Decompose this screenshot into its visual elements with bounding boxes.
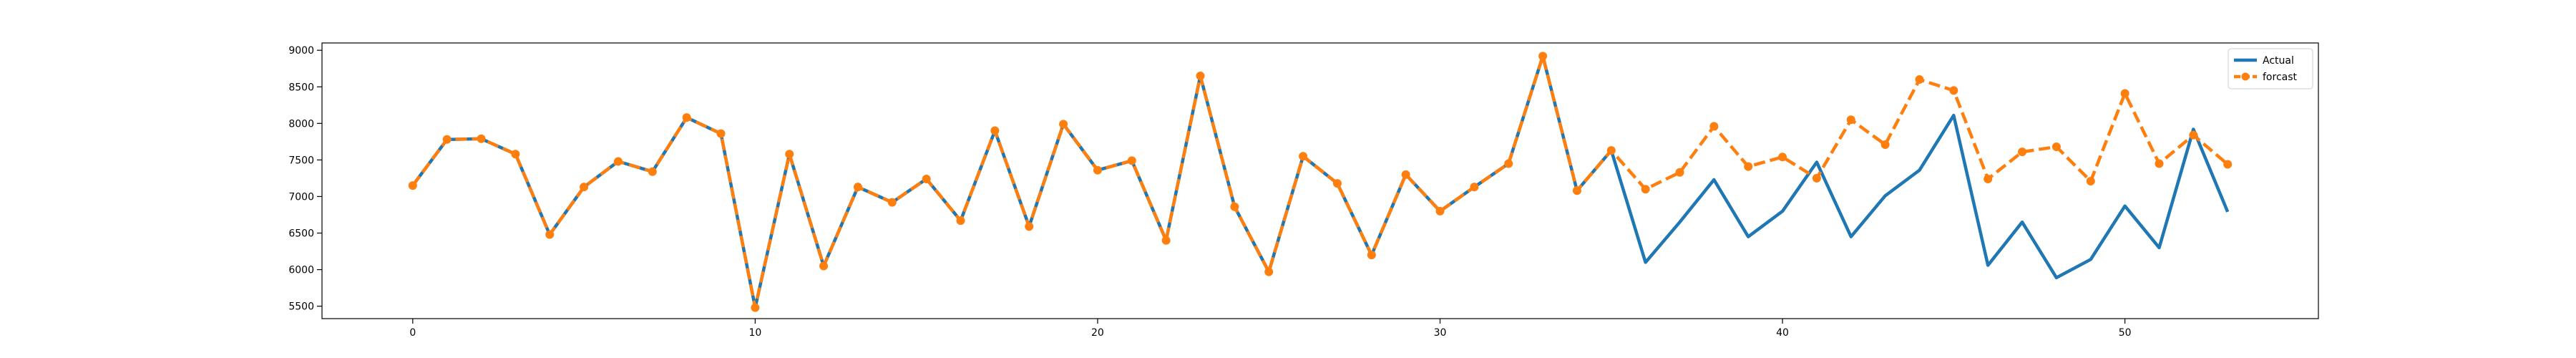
x-tick-label: 10 [748,327,761,339]
series-point-forcast [1675,168,1684,177]
series-point-forcast [1915,75,1924,84]
series-point-forcast [1264,267,1274,276]
legend-label: forcast [2263,72,2298,83]
series-point-forcast [2018,147,2027,157]
x-tick-label: 40 [1776,327,1789,339]
series-point-forcast [1093,165,1102,175]
series-point-forcast [2189,130,2198,140]
legend-marker [2241,72,2250,81]
series-point-forcast [477,134,486,143]
series-point-forcast [408,181,417,190]
axes-frame [321,42,2319,319]
series-point-forcast [1606,146,1616,155]
series-point-forcast [1367,251,1376,260]
series-point-forcast [1470,183,1479,192]
series-point-forcast [1572,186,1581,195]
series-point-forcast [2120,89,2129,98]
series-point-forcast [613,157,623,166]
series-point-forcast [1744,162,1753,171]
series-point-forcast [1401,170,1410,179]
series-point-forcast [1949,86,1958,95]
series-point-forcast [1127,156,1136,165]
y-tick-label: 7500 [288,155,314,166]
series-point-forcast [716,129,726,138]
series-point-forcast [956,216,965,226]
y-tick-label: 9000 [288,45,314,57]
legend: Actual forcast [2228,48,2313,90]
series-point-forcast [1504,159,1513,168]
series-point-forcast [819,261,829,271]
series-point-forcast [1230,202,1239,211]
series-point-forcast [1538,52,1548,61]
x-tick-label: 0 [409,327,416,339]
x-tick-label: 50 [2119,327,2132,339]
series-point-forcast [1196,71,1205,80]
series-point-forcast [442,135,452,144]
series-point-forcast [1984,174,1993,183]
series-point-forcast [922,174,931,183]
series-point-forcast [990,126,1000,135]
series-point-forcast [2223,160,2233,169]
series-point-forcast [751,303,760,312]
series-point-forcast [1435,206,1445,216]
y-tick-label: 8500 [288,82,314,93]
series-point-forcast [1880,140,1890,149]
series-point-forcast [2086,177,2095,186]
y-tick-label: 6500 [288,228,314,240]
y-tick-label: 5500 [288,301,314,313]
series-line-forcast [411,54,2229,309]
series-point-forcast [2155,159,2164,168]
x-tick-label: 30 [1434,327,1447,339]
y-tick-label: 7000 [288,191,314,203]
series-point-forcast [853,183,862,192]
series-point-forcast [887,198,897,207]
series-point-forcast [1846,115,1855,125]
series-point-forcast [580,183,589,192]
x-tick-label: 20 [1091,327,1104,339]
series-point-forcast [1778,153,1787,162]
series-point-forcast [511,150,520,159]
series-point-forcast [1812,173,1821,183]
y-tick-label: 6000 [288,265,314,276]
plot-area [408,52,2233,312]
series-point-forcast [1025,222,1034,231]
series-point-forcast [785,150,794,159]
series-point-forcast [545,230,555,239]
series-point-forcast [1161,236,1171,245]
series-point-forcast [1709,122,1719,131]
legend-label: Actual [2263,55,2294,67]
series-point-forcast [1641,185,1650,194]
y-tick-label: 8000 [288,118,314,130]
series-point-forcast [2051,142,2061,152]
series-point-forcast [1059,120,1068,129]
series-point-forcast [1332,179,1342,188]
series-point-forcast [1299,152,1308,161]
y-axis: 5500 6000 6500 7000 7500 8000 8500 9000 [288,45,322,313]
series-point-forcast [648,167,657,176]
series-point-forcast [682,113,691,122]
x-axis: 0 10 20 30 40 50 [409,319,2132,339]
